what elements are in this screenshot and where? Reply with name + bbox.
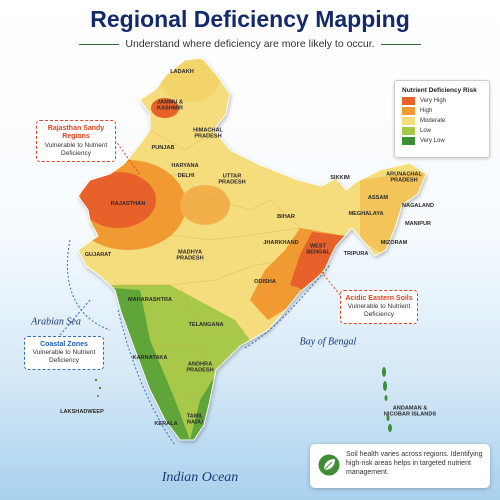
legend-swatch xyxy=(402,107,415,115)
callout-pointer xyxy=(319,269,341,296)
callout: Rajasthan Sandy Regions Vulnerable to Nu… xyxy=(36,120,116,163)
state-label: RAJASTHAN xyxy=(110,200,146,207)
callout-title: Acidic Eastern Soils xyxy=(345,295,413,302)
callout: Acidic Eastern Soils Vulnerable to Nutri… xyxy=(340,290,418,324)
state-label: GUJARAT xyxy=(84,251,112,258)
coast-line xyxy=(117,309,176,446)
state-label: MIZORAM xyxy=(380,239,408,246)
state-label: ANDHRA PRADESH xyxy=(186,361,214,374)
state-label: KARNATAKA xyxy=(132,354,168,361)
state-label: MANIPUR xyxy=(404,220,432,227)
legend-label: Very High xyxy=(420,98,447,104)
state-label: TAMIL NADU xyxy=(186,413,204,426)
callout-text: Vulnerable to Nutrient Deficiency xyxy=(347,303,411,319)
state-label: HARYANA xyxy=(171,162,199,169)
leaf-icon xyxy=(318,454,340,476)
state-label: TELANGANA xyxy=(188,321,224,328)
subtitle: Understand where deficiency are more lik… xyxy=(125,38,375,50)
legend-swatch xyxy=(402,117,415,125)
note-text: Soil health varies across regions. Ident… xyxy=(346,451,483,477)
legend-swatch xyxy=(402,137,415,145)
rule xyxy=(380,43,421,45)
state-label: ASSAM xyxy=(367,194,389,201)
coast-line xyxy=(244,264,331,349)
legend-item: Very Low xyxy=(402,137,489,145)
state-label: LADAKH xyxy=(170,68,194,75)
title: Regional Deficiency Mapping xyxy=(90,6,410,32)
legend-swatch xyxy=(402,127,415,135)
state-label: BIHAR xyxy=(277,213,295,220)
state-label: LAKSHADWEEP xyxy=(60,408,104,415)
state-label: ARUNACHAL PRADESH xyxy=(386,171,422,184)
state-label: WEST BENGAL xyxy=(306,243,330,256)
callout-title: Coastal Zones xyxy=(40,341,88,348)
state-label: PUNJAB xyxy=(151,144,175,151)
state-label: MAHARASHTRA xyxy=(127,296,173,303)
legend-swatch xyxy=(402,97,415,105)
sea-label: Arabian Sea xyxy=(31,316,81,328)
legend-item: Moderate xyxy=(402,117,489,125)
callout-title: Rajasthan Sandy Regions xyxy=(47,125,105,141)
state-label: JHARKHAND xyxy=(263,239,299,246)
callout-pointer xyxy=(114,139,141,176)
legend-title: Nutrient Deficiency Risk xyxy=(402,87,477,94)
callout-text: Vulnerable to Nutrient Deficiency xyxy=(44,141,108,157)
state-label: KERALA xyxy=(154,420,178,427)
legend-item: High xyxy=(402,107,489,115)
state-borders xyxy=(89,129,301,401)
note-box: Soil health varies across regions. Ident… xyxy=(310,444,490,488)
subtitle-row: Understand where deficiency are more lik… xyxy=(0,38,500,50)
legend-item: Low xyxy=(402,127,489,135)
state-label: NAGALAND xyxy=(401,202,434,209)
sea-label: Bay of Bengal xyxy=(299,336,357,348)
legend-item: Very High xyxy=(402,97,489,105)
state-label: MADHYA PRADESH xyxy=(176,249,204,262)
state-label: MEGHALAYA xyxy=(348,210,384,217)
state-label: UTTAR PRADESH xyxy=(218,173,246,186)
legend: Nutrient Deficiency Risk Very High High Mo… xyxy=(394,80,490,158)
state-label: TRIPURA xyxy=(343,250,369,257)
state-label: SIKKIM xyxy=(330,174,350,181)
callout-text: Vulnerable to Nutrient Deficiency xyxy=(32,349,96,365)
callout: Coastal Zones Vulnerable to Nutrient Def… xyxy=(24,336,104,370)
legend-label: Moderate xyxy=(420,118,446,124)
state-label: ANDAMAN & NICOBAR ISLANDS xyxy=(383,405,437,418)
islands xyxy=(94,367,392,432)
legend-label: Low xyxy=(420,128,432,134)
coast-line xyxy=(66,239,111,331)
legend-label: Very Low xyxy=(420,138,445,144)
state-label: JAMMU & KASHMIR xyxy=(156,99,184,112)
state-label: HIMACHAL PRADESH xyxy=(193,127,223,140)
rule xyxy=(79,43,120,45)
legend-label: High xyxy=(420,108,433,114)
sea-label: Indian Ocean xyxy=(161,470,239,485)
state-label: DELHI xyxy=(177,172,195,179)
state-label: ODISHA xyxy=(254,278,276,285)
